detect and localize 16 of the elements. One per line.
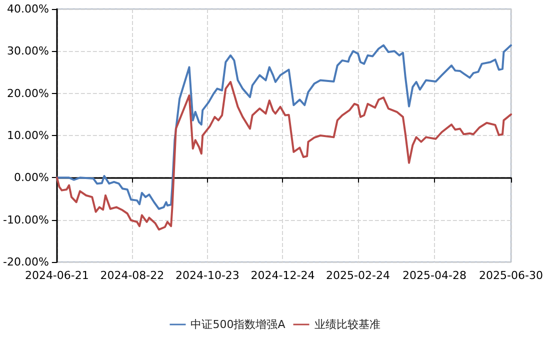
y-tick-label: 0.00% xyxy=(14,171,49,184)
y-tick-label: 10.00% xyxy=(6,129,49,142)
x-tick-label: 2024-10-23 xyxy=(175,269,240,282)
y-tick-label: -20.00% xyxy=(2,256,49,268)
y-tick-label: 40.00% xyxy=(6,2,49,16)
x-tick-label: 2025-04-28 xyxy=(402,269,466,282)
x-tick-label: 2024-06-21 xyxy=(24,269,89,282)
x-tick-label: 2025-06-30 xyxy=(479,269,543,282)
legend-label: 中证500指数增强A xyxy=(190,318,286,331)
y-tick-label: -10.00% xyxy=(2,213,49,226)
legend-label: 业绩比较基准 xyxy=(314,318,380,331)
x-tick-label: 2025-02-24 xyxy=(326,269,390,282)
y-tick-label: 20.00% xyxy=(6,86,49,100)
x-tick-label: 2024-08-22 xyxy=(100,269,164,282)
x-tick-label: 2024-12-24 xyxy=(250,269,315,282)
y-tick-label: 30.00% xyxy=(6,44,49,58)
